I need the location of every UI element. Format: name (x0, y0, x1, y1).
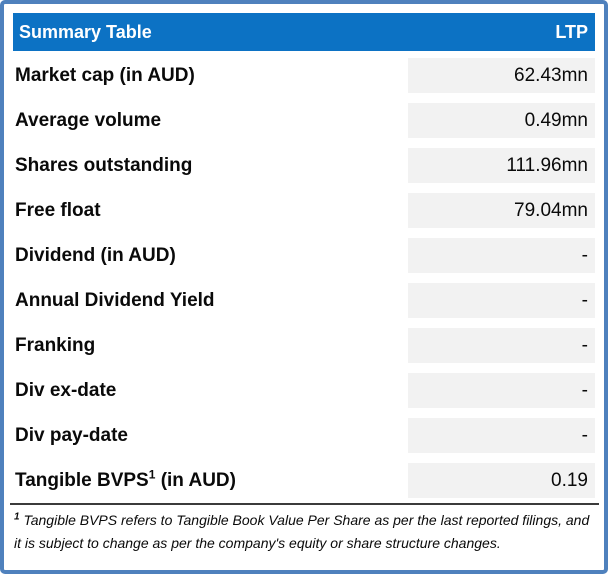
row-label: Div ex-date (15, 379, 117, 401)
row-value: - (408, 373, 595, 408)
table-row-div-ex-date: Div ex-date - (13, 368, 595, 413)
row-value: - (408, 328, 595, 363)
row-value: - (408, 418, 595, 453)
row-label: Shares outstanding (15, 154, 193, 176)
table-row-div-pay-date: Div pay-date - (13, 413, 595, 458)
table-row-annual-dividend-yield: Annual Dividend Yield - (13, 278, 595, 323)
footnote: 1 Tangible BVPS refers to Tangible Book … (13, 505, 595, 555)
footnote-divider (10, 503, 599, 505)
footnote-marker-superscript: 1 (148, 467, 156, 482)
table-row-market-cap: Market cap (in AUD) 62.43mn (13, 53, 595, 98)
table-title: Summary Table (19, 21, 152, 42)
row-label: Div pay-date (15, 424, 128, 446)
row-value: 0.49mn (408, 103, 595, 138)
table-row-tangible-bvps: Tangible BVPS1 (in AUD) 0.19 (13, 458, 595, 503)
table-row-franking: Franking - (13, 323, 595, 368)
table-row-dividend: Dividend (in AUD) - (13, 233, 595, 278)
row-value: 111.96mn (408, 148, 595, 183)
row-label: Dividend (in AUD) (15, 244, 176, 266)
row-value: 62.43mn (408, 58, 595, 93)
row-value: - (408, 283, 595, 318)
table-row-average-volume: Average volume 0.49mn (13, 98, 595, 143)
row-label-suffix: (in AUD) (155, 469, 236, 491)
footnote-text: Tangible BVPS refers to Tangible Book Va… (14, 512, 590, 551)
row-value: - (408, 238, 595, 273)
table-rows: Market cap (in AUD) 62.43mn Average volu… (13, 53, 595, 503)
row-label: Average volume (15, 109, 162, 131)
column-header-ltp: LTP (555, 21, 588, 42)
table-row-free-float: Free float 79.04mn (13, 188, 595, 233)
row-value: 0.19 (408, 463, 595, 498)
footnote-marker: 1 (14, 511, 20, 523)
table-row-shares-outstanding: Shares outstanding 111.96mn (13, 143, 595, 188)
row-label: Free float (15, 199, 101, 221)
row-label: Annual Dividend Yield (15, 289, 215, 311)
row-label: Market cap (in AUD) (15, 64, 195, 86)
row-label: Franking (15, 334, 96, 356)
row-label-text: Tangible BVPS (15, 469, 149, 491)
row-label: Tangible BVPS1 (in AUD) (13, 467, 408, 492)
table-header: Summary Table LTP (13, 13, 595, 51)
row-value: 79.04mn (408, 193, 595, 228)
